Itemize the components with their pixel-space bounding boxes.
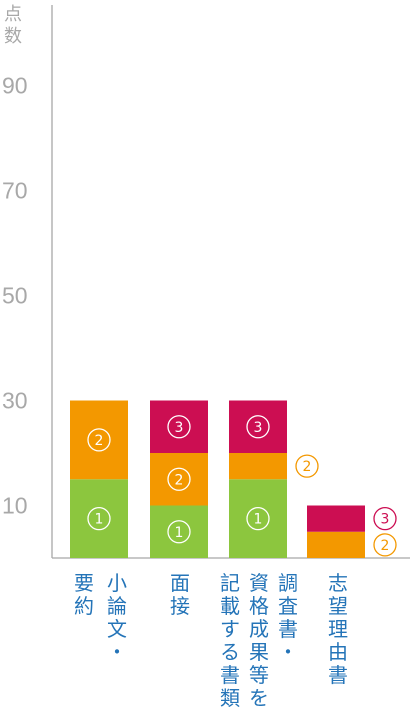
outside-label: 3 <box>381 512 390 528</box>
outside-label-circle <box>295 454 319 478</box>
bar-segment <box>229 479 287 558</box>
y-tick-label: 70 <box>2 178 28 204</box>
bar-segment <box>229 453 287 480</box>
y-tick-label: 90 <box>2 73 28 99</box>
bar-segment <box>150 453 208 506</box>
category-label-char: 小 <box>107 571 127 595</box>
segment-label: 1 <box>175 525 184 541</box>
category-label-char: 論 <box>107 594 127 618</box>
category-label-char: 由 <box>328 640 348 664</box>
category-label-char: 記 <box>220 571 240 595</box>
category-label-char: 載 <box>220 594 240 618</box>
category-label-char: 類 <box>220 686 240 710</box>
segment-label-circle <box>246 506 270 531</box>
category-label-char: ・ <box>278 640 298 664</box>
segment-label-circle <box>87 428 111 452</box>
segment-label: 3 <box>254 420 263 436</box>
category-label-char: 調 <box>278 571 298 595</box>
category-label-char: る <box>220 640 240 664</box>
bar-segment <box>229 400 287 453</box>
category-label-char: 面 <box>170 571 190 595</box>
y-axis-label-char: 数 <box>4 26 22 47</box>
segment-label-circle <box>167 415 191 439</box>
segment-label-circle <box>167 467 191 491</box>
category-label-char: 接 <box>170 594 190 618</box>
category-label-char: 果 <box>249 640 269 664</box>
category-label-char: を <box>249 686 269 710</box>
outside-label: 2 <box>381 538 390 554</box>
category-label-char: ・ <box>107 640 127 664</box>
category-label-char: 書 <box>220 663 240 687</box>
outside-label: 2 <box>303 459 312 475</box>
category-label-char: 理 <box>328 617 348 641</box>
bars: 1 2 1 2 3 1 2 3 2 3 <box>70 400 397 558</box>
category-label-char: 書 <box>328 663 348 687</box>
y-tick-label: 10 <box>2 493 28 519</box>
category-label-char: 成 <box>249 617 269 641</box>
bar-segment <box>307 531 365 558</box>
y-axis-label: 点数 <box>4 4 22 47</box>
segment-label: 3 <box>175 420 184 436</box>
y-axis-label-char: 点 <box>4 4 22 25</box>
segment-label-circle <box>167 520 191 544</box>
bar-segment <box>307 505 365 532</box>
category-label-char: 格 <box>249 594 269 618</box>
segment-label-circle <box>87 506 111 531</box>
y-tick-labels: 10 30 50 70 90 <box>2 73 28 519</box>
y-tick-label: 50 <box>2 283 28 309</box>
category-label-char: 志 <box>328 571 348 595</box>
category-label-char: 望 <box>328 594 348 618</box>
category-label-char: 約 <box>74 594 94 618</box>
bar-segment <box>70 479 128 558</box>
segment-label: 2 <box>175 472 184 488</box>
bar-segment <box>150 505 208 558</box>
segment-label-circle <box>246 415 270 439</box>
segment-label: 1 <box>95 512 104 528</box>
category-label-char: 要 <box>74 571 94 595</box>
y-tick-label: 30 <box>2 388 28 414</box>
segment-label: 1 <box>254 512 263 528</box>
category-label-char: 文 <box>107 617 127 641</box>
bar-segment <box>150 400 208 453</box>
bar-segment <box>70 400 128 480</box>
category-label-char: す <box>220 617 240 641</box>
category-label-char: 書 <box>278 617 298 641</box>
category-label-char: 資 <box>249 571 269 595</box>
outside-label-circle <box>373 533 397 557</box>
segment-label: 2 <box>95 433 104 449</box>
category-label-char: 査 <box>278 594 298 618</box>
outside-label-circle <box>373 506 397 531</box>
category-label-char: 等 <box>249 663 269 687</box>
